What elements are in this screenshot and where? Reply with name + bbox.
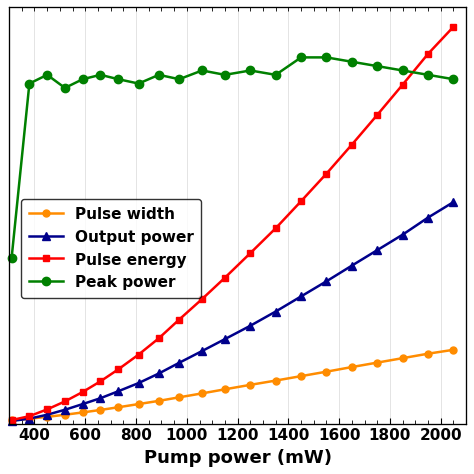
- Pulse energy: [115, 366, 121, 372]
- Peak power: [176, 76, 182, 82]
- Output power: [400, 232, 406, 237]
- Peak power: [298, 55, 304, 60]
- Pulse energy: [298, 198, 304, 204]
- Pulse width: [136, 401, 141, 407]
- Peak power: [425, 72, 431, 78]
- Pulse energy: [27, 413, 32, 419]
- Pulse energy: [400, 82, 406, 88]
- Pulse width: [156, 398, 162, 404]
- Pulse width: [176, 394, 182, 400]
- Pulse energy: [136, 352, 141, 357]
- Pulse energy: [176, 317, 182, 322]
- Pulse width: [115, 404, 121, 410]
- Peak power: [199, 68, 205, 73]
- Pulse width: [9, 417, 14, 423]
- Output power: [425, 215, 431, 220]
- Line: Peak power: Peak power: [8, 53, 457, 262]
- Peak power: [400, 68, 406, 73]
- Peak power: [374, 63, 380, 69]
- Pulse energy: [44, 407, 50, 412]
- Peak power: [44, 72, 50, 78]
- Peak power: [247, 68, 253, 73]
- Pulse energy: [80, 389, 85, 395]
- Pulse width: [298, 374, 304, 379]
- Output power: [98, 395, 103, 401]
- Output power: [44, 412, 50, 418]
- Output power: [27, 416, 32, 421]
- Pulse width: [98, 407, 103, 413]
- Peak power: [273, 72, 279, 78]
- Pulse energy: [451, 24, 456, 30]
- Pulse energy: [324, 171, 329, 176]
- Output power: [115, 388, 121, 394]
- Output power: [9, 418, 14, 424]
- Peak power: [136, 81, 141, 86]
- Output power: [324, 278, 329, 284]
- Output power: [136, 380, 141, 386]
- Output power: [298, 293, 304, 299]
- Pulse energy: [273, 226, 279, 231]
- Line: Pulse width: Pulse width: [8, 346, 457, 424]
- Pulse width: [199, 391, 205, 396]
- Peak power: [115, 76, 121, 82]
- Output power: [156, 371, 162, 376]
- Pulse energy: [425, 51, 431, 57]
- Pulse width: [62, 412, 68, 418]
- Pulse energy: [98, 378, 103, 384]
- Pulse width: [222, 386, 228, 392]
- Peak power: [62, 85, 68, 91]
- Peak power: [324, 55, 329, 60]
- Pulse width: [44, 414, 50, 419]
- Pulse energy: [62, 399, 68, 404]
- Output power: [374, 247, 380, 253]
- Pulse width: [27, 416, 32, 421]
- Output power: [349, 263, 355, 268]
- Output power: [62, 407, 68, 412]
- Peak power: [80, 76, 85, 82]
- Peak power: [222, 72, 228, 78]
- Pulse energy: [247, 250, 253, 256]
- Output power: [176, 360, 182, 365]
- Pulse energy: [156, 336, 162, 341]
- Pulse width: [400, 356, 406, 361]
- Pulse energy: [374, 112, 380, 118]
- Output power: [199, 348, 205, 354]
- Pulse width: [273, 378, 279, 383]
- Pulse energy: [199, 296, 205, 302]
- Peak power: [156, 72, 162, 78]
- Output power: [273, 309, 279, 314]
- Output power: [222, 336, 228, 342]
- Legend: Pulse width, Output power, Pulse energy, Peak power: Pulse width, Output power, Pulse energy,…: [21, 200, 201, 298]
- Output power: [451, 199, 456, 205]
- Output power: [80, 401, 85, 407]
- Peak power: [349, 59, 355, 64]
- Pulse width: [451, 347, 456, 353]
- Pulse energy: [349, 142, 355, 147]
- Peak power: [98, 72, 103, 78]
- Line: Output power: Output power: [8, 198, 457, 425]
- Pulse energy: [222, 275, 228, 281]
- Pulse width: [324, 369, 329, 374]
- Peak power: [27, 81, 32, 86]
- Pulse width: [349, 364, 355, 370]
- Line: Pulse energy: Pulse energy: [8, 23, 457, 424]
- Pulse width: [374, 360, 380, 365]
- Output power: [247, 323, 253, 328]
- Pulse energy: [9, 417, 14, 423]
- Pulse width: [247, 382, 253, 388]
- Peak power: [451, 76, 456, 82]
- Peak power: [9, 255, 14, 261]
- Pulse width: [425, 351, 431, 356]
- X-axis label: Pump power (mW): Pump power (mW): [144, 449, 332, 467]
- Pulse width: [80, 410, 85, 415]
